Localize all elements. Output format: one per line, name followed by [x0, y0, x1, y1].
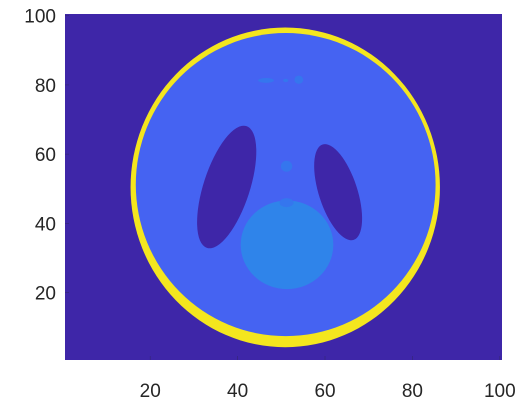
chart: 20 40 60 80 100 20 40 60 80 100 — [0, 0, 530, 407]
y-tick-label: 100 — [24, 7, 56, 28]
phantom-region — [294, 76, 303, 84]
x-tick-label: 20 — [140, 381, 161, 402]
phantom-region — [280, 198, 294, 207]
x-tick-label: 80 — [402, 381, 423, 402]
x-tick-label: 40 — [227, 381, 248, 402]
x-tick-label: 100 — [484, 381, 516, 402]
y-tick-label: 80 — [35, 76, 56, 97]
plot-area — [65, 14, 502, 360]
phantom-region — [241, 200, 334, 289]
phantom-region — [283, 79, 288, 82]
y-tick-label: 40 — [35, 214, 56, 235]
page: {"chart_data": { "type": "image", "backg… — [0, 0, 530, 407]
phantom-region — [281, 161, 292, 172]
x-tick-label: 60 — [314, 381, 335, 402]
phantom-region — [258, 78, 274, 83]
y-tick-label: 20 — [35, 284, 56, 305]
phantom-region — [136, 33, 436, 336]
y-tick-label: 60 — [35, 145, 56, 166]
